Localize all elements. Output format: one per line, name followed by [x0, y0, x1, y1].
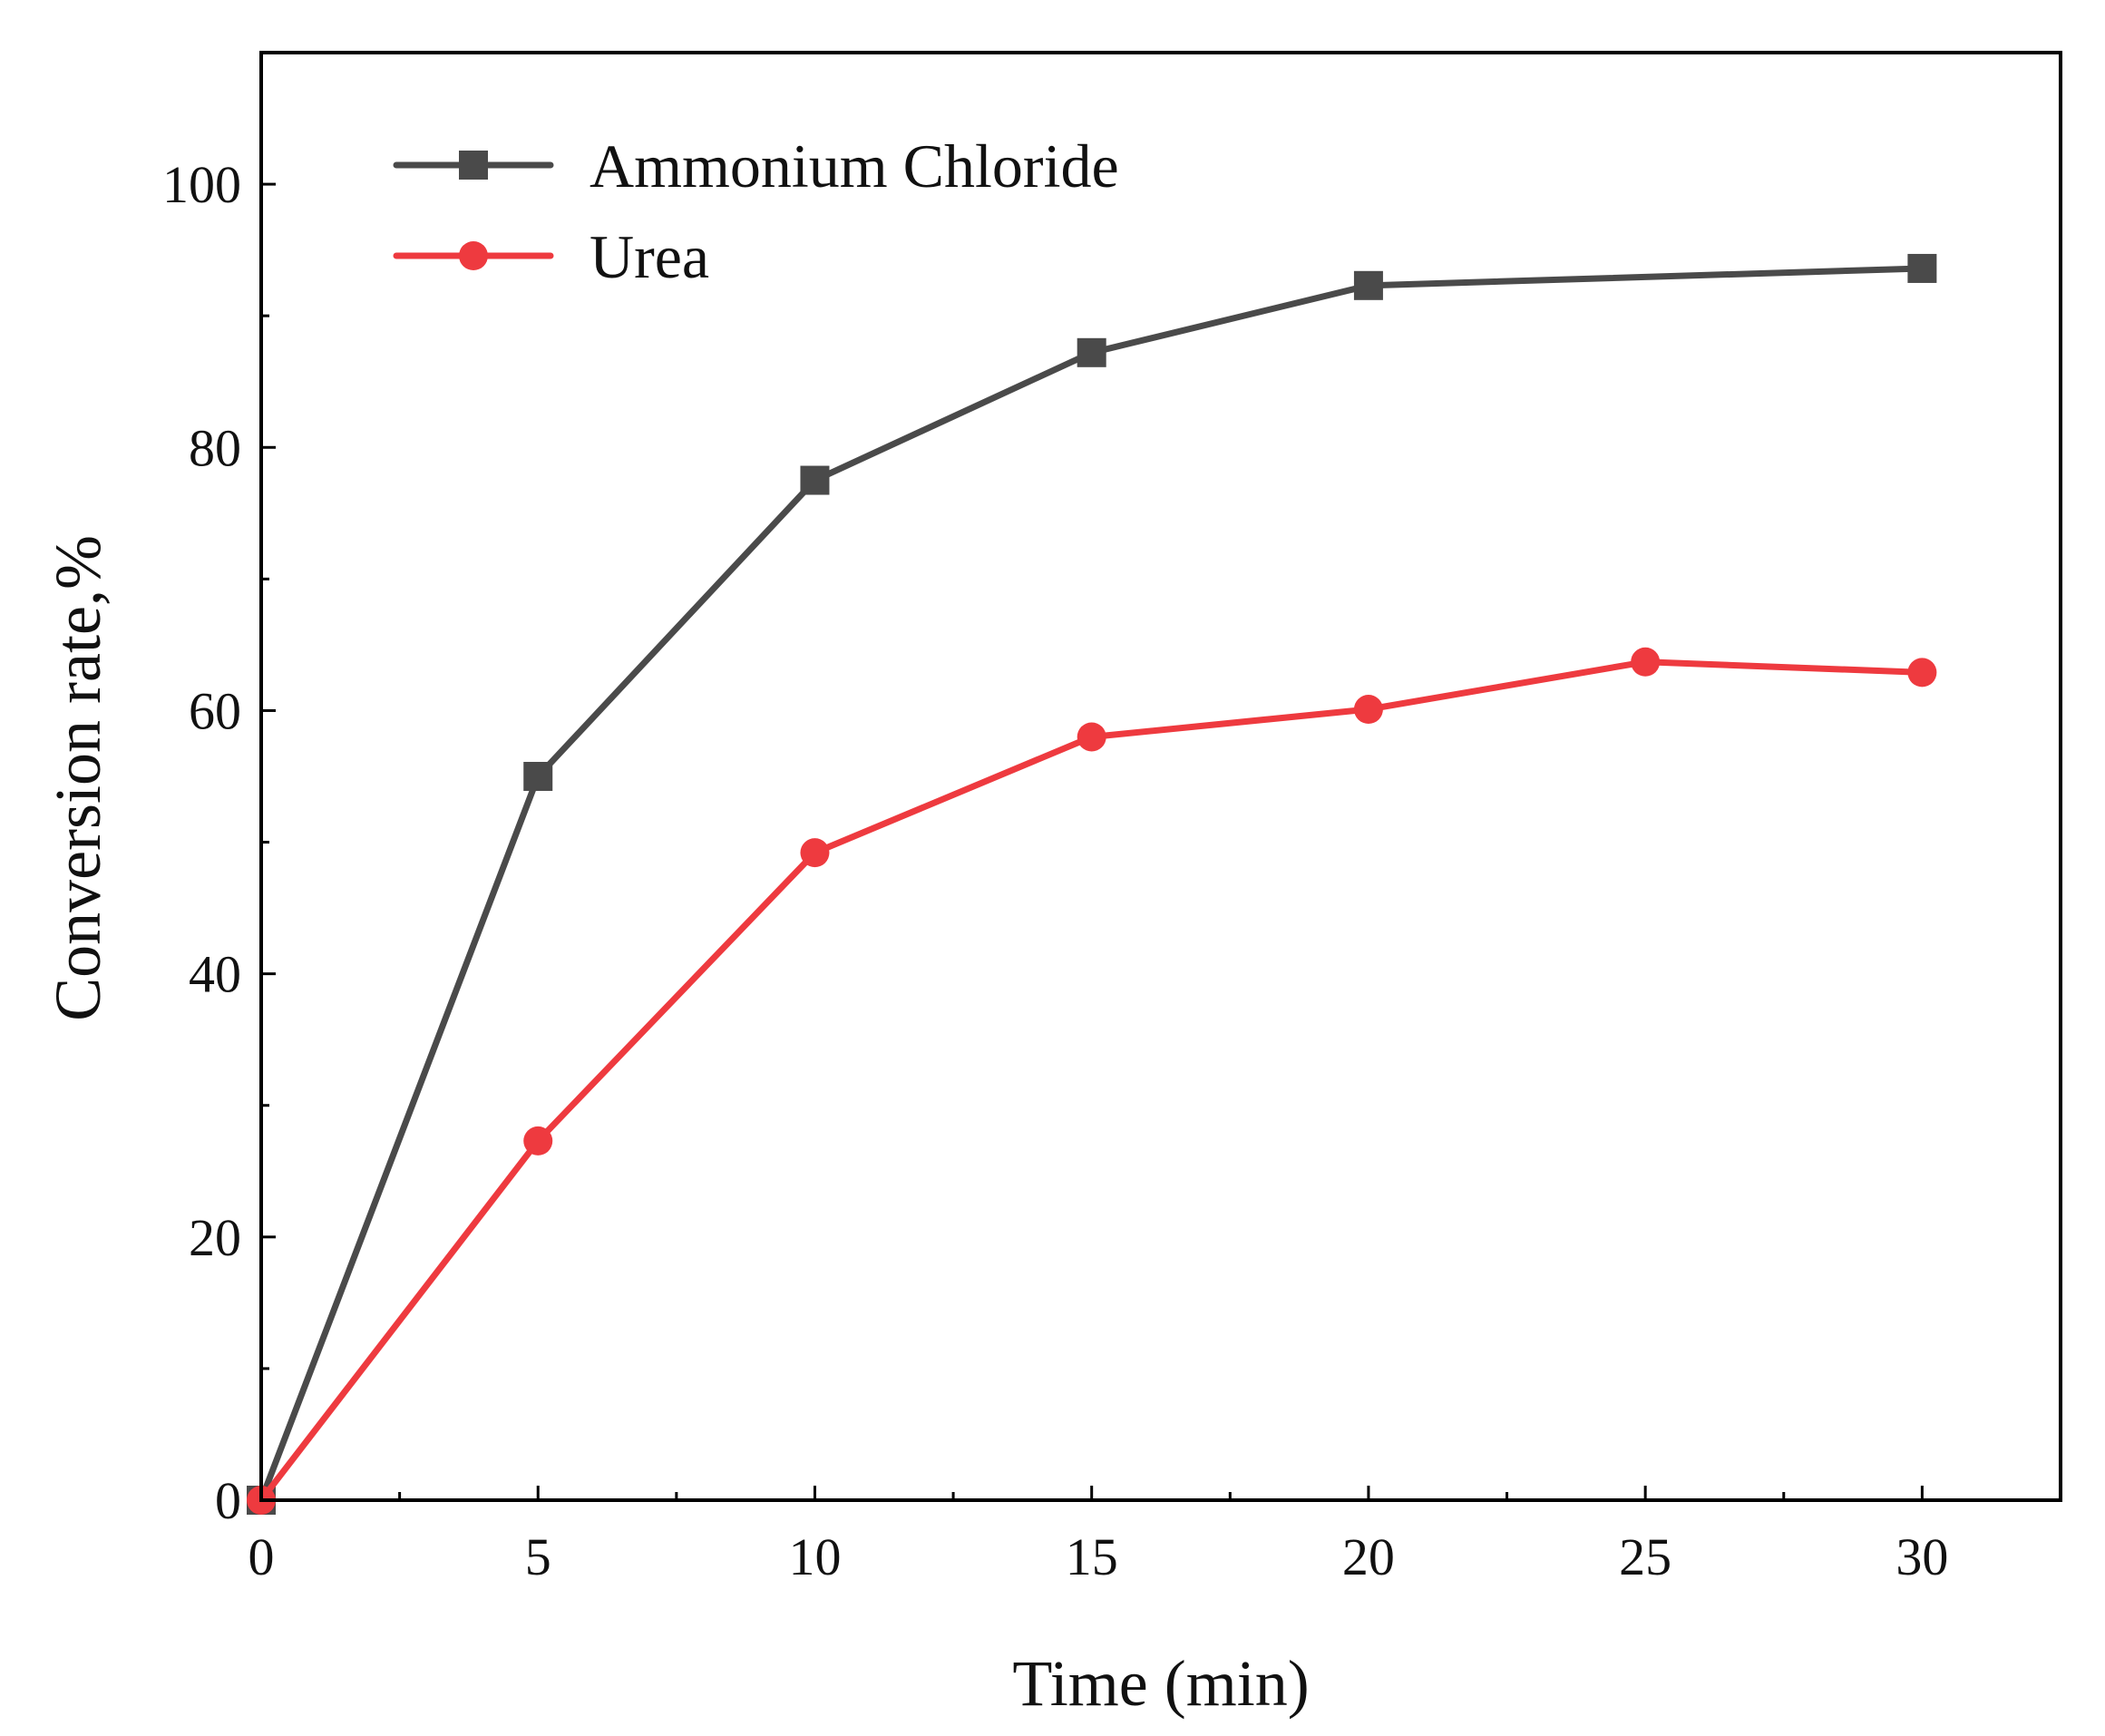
legend: Ammonium Chloride Urea [393, 132, 1119, 291]
series-line-ammonium-chloride [258, 265, 1925, 1504]
data-point-ammonium-chloride [1353, 270, 1383, 300]
y-axis-label: Conversion rate,% [42, 535, 114, 1021]
y-tick-label: 20 [189, 1208, 241, 1267]
x-tick-label: 25 [1619, 1527, 1671, 1586]
y-tick-label: 40 [189, 945, 241, 1004]
legend-label: Ammonium Chloride [590, 132, 1119, 200]
data-point-urea [1353, 695, 1383, 725]
data-point-urea [523, 1126, 553, 1156]
legend-item-urea: Urea [393, 222, 709, 291]
x-axis-label: Time (min) [1012, 1647, 1309, 1720]
series-layer [247, 253, 1937, 1515]
legend-label: Urea [590, 222, 709, 291]
x-tick-label: 20 [1342, 1527, 1395, 1586]
y-tick-label: 80 [189, 418, 241, 477]
series-ammonium-chloride [247, 253, 1937, 1515]
legend-item-ammonium-chloride: Ammonium Chloride [393, 132, 1119, 200]
x-tick-label: 30 [1895, 1527, 1948, 1586]
data-point-ammonium-chloride [1907, 253, 1937, 283]
legend-marker [459, 241, 488, 270]
axis-ticks: 0 5 10 15 20 25 30 0 20 40 60 80 100 [162, 155, 1948, 1586]
x-tick-label: 5 [525, 1527, 551, 1586]
y-tick-label: 0 [215, 1471, 241, 1530]
data-point-urea [1631, 647, 1661, 677]
series-line-urea [258, 658, 1925, 1504]
data-point-urea [1077, 722, 1106, 752]
x-tick-label: 15 [1066, 1527, 1118, 1586]
data-point-urea [800, 838, 830, 868]
y-tick-label: 100 [162, 155, 241, 214]
data-point-urea [1907, 658, 1937, 688]
plot-frame [259, 51, 2062, 1502]
data-point-ammonium-chloride [523, 762, 553, 791]
x-tick-label: 10 [788, 1527, 841, 1586]
data-point-ammonium-chloride [800, 465, 830, 495]
y-tick-label: 60 [189, 681, 241, 740]
series-urea [247, 647, 1937, 1515]
legend-marker [459, 151, 488, 180]
x-tick-label: 0 [249, 1527, 275, 1586]
data-point-ammonium-chloride [1077, 337, 1106, 367]
